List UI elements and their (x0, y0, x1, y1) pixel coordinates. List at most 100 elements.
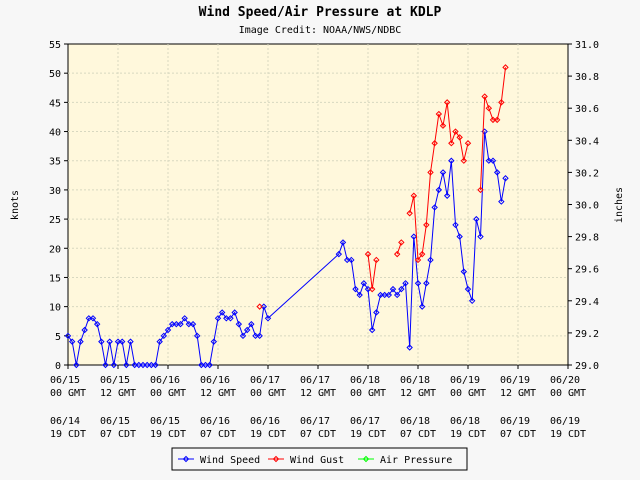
y-tick-label: 10 (49, 303, 61, 314)
marker (93, 320, 101, 328)
marker (173, 320, 180, 328)
marker (385, 291, 393, 299)
marker (68, 338, 76, 345)
marker (227, 315, 234, 322)
y2-tick-label: 30.6 (575, 104, 599, 115)
y-tick-label: 55 (49, 40, 61, 51)
x-tick-label: 06/16 12 GMT (200, 375, 236, 399)
y-tick-label: 50 (49, 69, 61, 80)
marker (193, 332, 201, 340)
x2-tick-label: 06/18 19 CDT (450, 416, 486, 440)
y-tick-label: 20 (49, 244, 61, 255)
marker (156, 338, 163, 345)
marker (189, 320, 197, 328)
y-tick-label: 40 (49, 128, 61, 139)
x-tick-label: 06/15 00 GMT (50, 375, 86, 399)
x-tick-label: 06/17 00 GMT (250, 375, 286, 399)
x-tick-label: 06/18 00 GMT (350, 375, 386, 399)
y-tick-label: 5 (55, 332, 61, 343)
marker (231, 309, 238, 316)
marker (202, 361, 209, 369)
x2-tick-label: 06/17 19 CDT (350, 416, 386, 440)
marker (264, 315, 272, 322)
y-tick-label: 45 (49, 98, 61, 109)
marker (64, 332, 72, 340)
marker (452, 128, 459, 135)
marker (335, 250, 343, 258)
marker (181, 315, 188, 322)
legend-marker (182, 455, 190, 463)
marker (406, 210, 413, 217)
marker (439, 122, 447, 129)
marker (398, 239, 405, 246)
y-tick-label: 25 (49, 215, 61, 226)
marker (452, 221, 459, 229)
marker (98, 338, 105, 345)
marker (356, 291, 363, 299)
marker (414, 280, 422, 287)
marker (364, 250, 372, 258)
marker (406, 344, 413, 351)
x-tick-label: 06/17 12 GMT (300, 375, 336, 399)
y2-tick-label: 30.8 (575, 72, 599, 83)
marker (464, 140, 472, 147)
marker (456, 233, 463, 240)
marker (431, 140, 438, 147)
x2-tick-label: 06/16 19 CDT (250, 416, 286, 440)
marker (410, 192, 418, 199)
marker (102, 361, 109, 369)
marker (468, 297, 476, 305)
marker (89, 315, 97, 322)
marker (443, 192, 451, 199)
marker (348, 256, 355, 264)
marker (448, 140, 455, 147)
x-tick-label: 06/19 12 GMT (500, 375, 536, 399)
y2-tick-label: 31.0 (575, 40, 599, 51)
marker (414, 256, 422, 264)
x-tick-label: 06/19 00 GMT (450, 375, 486, 399)
y2-axis-label: inches (614, 187, 625, 223)
marker (393, 250, 401, 258)
marker (198, 361, 205, 369)
chart-subtitle: Image Credit: NOAA/NWS/NDBC (239, 25, 402, 36)
y2-tick-label: 29.6 (575, 265, 599, 276)
y2-tick-label: 29.8 (575, 233, 599, 244)
legend-marker (362, 455, 370, 463)
marker (418, 250, 426, 258)
marker (448, 157, 455, 164)
legend-label: Wind Gust (290, 455, 344, 466)
marker (164, 326, 172, 334)
y-tick-label: 35 (49, 157, 61, 168)
marker (456, 134, 463, 141)
marker (118, 338, 126, 345)
marker (148, 361, 155, 369)
x2-tick-label: 06/19 19 CDT (550, 416, 586, 440)
marker (152, 361, 159, 369)
marker (364, 285, 372, 293)
marker (114, 338, 122, 345)
marker (256, 303, 263, 310)
marker (485, 104, 493, 112)
marker (256, 332, 263, 340)
marker (373, 309, 380, 316)
marker (460, 268, 468, 275)
marker (473, 215, 480, 223)
legend (171, 447, 468, 471)
marker (360, 280, 368, 287)
marker (73, 361, 80, 369)
marker (410, 233, 418, 240)
x-tick-label: 06/20 00 GMT (550, 375, 586, 399)
marker (235, 320, 243, 328)
marker (435, 110, 443, 118)
marker (214, 315, 222, 322)
y-tick-label: 15 (49, 273, 61, 284)
y-axis-label: knots (10, 190, 21, 220)
marker (252, 332, 259, 340)
marker (427, 256, 434, 264)
marker (423, 221, 430, 229)
marker (248, 320, 255, 328)
marker (110, 361, 118, 369)
marker (489, 157, 497, 164)
marker (168, 320, 176, 328)
